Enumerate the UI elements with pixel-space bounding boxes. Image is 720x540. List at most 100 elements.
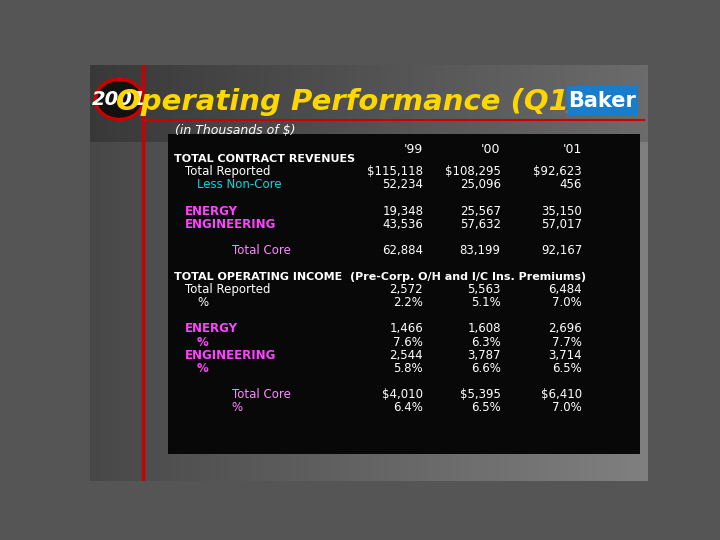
Bar bbox=[152, 65, 153, 142]
Bar bbox=[177, 65, 178, 142]
Bar bbox=[402, 65, 403, 142]
Bar bbox=[514, 65, 515, 142]
Bar bbox=[117, 65, 118, 142]
Bar bbox=[100, 65, 101, 142]
Text: 6.5%: 6.5% bbox=[471, 401, 500, 414]
Text: $5,395: $5,395 bbox=[460, 388, 500, 401]
Bar bbox=[168, 134, 640, 454]
Bar bbox=[526, 65, 527, 142]
Bar bbox=[190, 65, 191, 142]
Text: Total Reported: Total Reported bbox=[185, 283, 271, 296]
Bar bbox=[259, 65, 260, 142]
Bar bbox=[446, 65, 447, 142]
Bar bbox=[218, 65, 219, 142]
Bar bbox=[316, 65, 317, 142]
Bar bbox=[638, 65, 639, 142]
Bar bbox=[290, 65, 291, 142]
Bar bbox=[220, 65, 221, 142]
Bar bbox=[415, 65, 416, 142]
Bar bbox=[547, 65, 548, 142]
Bar bbox=[433, 65, 434, 142]
Text: $108,295: $108,295 bbox=[445, 165, 500, 178]
Bar bbox=[553, 65, 554, 142]
Bar bbox=[420, 65, 421, 142]
Bar bbox=[531, 65, 532, 142]
Bar bbox=[595, 65, 596, 142]
Bar bbox=[192, 65, 193, 142]
Bar bbox=[521, 65, 522, 142]
Bar bbox=[200, 65, 201, 142]
Bar bbox=[261, 65, 262, 142]
Bar bbox=[185, 65, 186, 142]
Bar bbox=[322, 65, 323, 142]
Text: %: % bbox=[197, 296, 208, 309]
Text: 6,484: 6,484 bbox=[549, 283, 582, 296]
Bar bbox=[602, 65, 603, 142]
Text: 2,696: 2,696 bbox=[549, 322, 582, 335]
Bar bbox=[542, 65, 543, 142]
Bar bbox=[377, 65, 378, 142]
Bar bbox=[229, 65, 230, 142]
Bar bbox=[508, 65, 509, 142]
Bar bbox=[211, 65, 212, 142]
Bar bbox=[213, 65, 214, 142]
Bar bbox=[373, 65, 374, 142]
Bar bbox=[122, 65, 123, 142]
Bar bbox=[320, 65, 321, 142]
Bar bbox=[506, 65, 507, 142]
Bar bbox=[424, 65, 425, 142]
Bar bbox=[142, 65, 143, 142]
Bar bbox=[162, 65, 163, 142]
Bar bbox=[311, 65, 312, 142]
Bar bbox=[641, 65, 642, 142]
Bar bbox=[186, 65, 187, 142]
Bar bbox=[360, 65, 361, 142]
Bar bbox=[395, 65, 396, 142]
Text: 57,632: 57,632 bbox=[460, 218, 500, 231]
Bar bbox=[447, 65, 448, 142]
Bar bbox=[203, 65, 204, 142]
Bar bbox=[515, 65, 516, 142]
Bar bbox=[121, 65, 122, 142]
Bar bbox=[248, 65, 249, 142]
Bar bbox=[419, 65, 420, 142]
Bar bbox=[362, 65, 363, 142]
Bar bbox=[367, 65, 368, 142]
Bar bbox=[104, 65, 106, 142]
Bar bbox=[170, 65, 171, 142]
Bar bbox=[624, 65, 625, 142]
Bar bbox=[234, 65, 235, 142]
Bar bbox=[164, 65, 165, 142]
Bar bbox=[612, 65, 613, 142]
Bar bbox=[593, 65, 594, 142]
Bar bbox=[615, 65, 616, 142]
Bar bbox=[274, 65, 275, 142]
Bar bbox=[346, 65, 347, 142]
Bar bbox=[552, 65, 553, 142]
Bar bbox=[159, 65, 160, 142]
Bar bbox=[364, 65, 365, 142]
Bar bbox=[202, 65, 203, 142]
Bar bbox=[329, 65, 330, 142]
Bar bbox=[453, 65, 454, 142]
Text: 6.5%: 6.5% bbox=[552, 362, 582, 375]
Bar bbox=[417, 65, 418, 142]
Bar bbox=[94, 65, 96, 142]
Bar bbox=[353, 65, 354, 142]
Bar bbox=[388, 65, 389, 142]
Bar bbox=[337, 65, 338, 142]
Bar bbox=[119, 65, 120, 142]
Text: $4,010: $4,010 bbox=[382, 388, 423, 401]
Bar bbox=[328, 65, 329, 142]
Bar bbox=[564, 65, 565, 142]
Bar bbox=[524, 65, 525, 142]
Bar bbox=[548, 65, 549, 142]
Bar bbox=[443, 65, 444, 142]
Bar bbox=[463, 65, 464, 142]
Text: 3,787: 3,787 bbox=[467, 349, 500, 362]
Bar bbox=[621, 65, 622, 142]
Bar bbox=[137, 65, 138, 142]
Bar bbox=[383, 65, 384, 142]
Bar bbox=[516, 65, 517, 142]
Bar bbox=[551, 65, 552, 142]
